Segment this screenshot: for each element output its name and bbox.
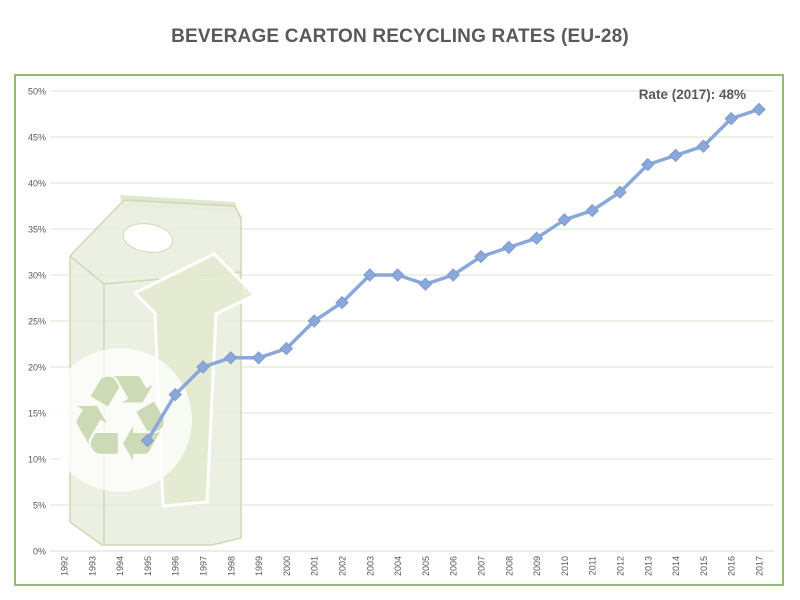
y-tick-label: 35% [28, 225, 46, 235]
x-tick-label: 2001 [310, 556, 320, 576]
recycle-circle [48, 348, 192, 492]
y-tick-label: 0% [33, 547, 46, 557]
carton-handle-hole [122, 223, 174, 253]
data-point-marker [474, 249, 488, 264]
data-point-marker [668, 148, 683, 163]
x-tick-label: 2015 [699, 556, 709, 576]
data-point-marker [529, 231, 544, 245]
data-point-marker [502, 240, 516, 255]
y-tick-label: 5% [33, 501, 46, 511]
y-tick-label: 25% [28, 317, 46, 327]
x-tick-label: 2005 [421, 556, 431, 576]
x-tick-label: 2004 [393, 556, 403, 576]
y-tick-label: 50% [28, 87, 46, 97]
x-tick-label: 1994 [115, 556, 125, 576]
x-tick-label: 2003 [365, 556, 375, 576]
data-point-marker [196, 360, 210, 374]
recycle-icon: ♻ [66, 351, 174, 490]
x-tick-label: 2016 [727, 556, 737, 576]
y-tick-label: 45% [28, 133, 46, 143]
x-tick-label: 2011 [588, 556, 598, 575]
data-point-marker [363, 268, 377, 282]
recycling-rate-chart: 0% 5% 10% 15% 20% 25% 30% 35% 40% 45% 50% 1992 1993 1… [28, 87, 774, 576]
data-point-marker [585, 203, 599, 218]
data-point-marker [224, 351, 238, 365]
x-tick-label: 1993 [87, 556, 97, 576]
x-tick-label: 1999 [254, 556, 264, 576]
x-tick-label: 2017 [755, 556, 765, 576]
x-tick-label: 2014 [671, 556, 681, 576]
x-tick-label: 1998 [226, 556, 236, 576]
x-tick-label: 2000 [282, 556, 292, 576]
y-tick-label: 15% [28, 409, 46, 419]
x-tick-label: 1995 [143, 556, 153, 576]
y-tick-label: 30% [28, 271, 46, 281]
x-tick-label: 1996 [171, 556, 181, 576]
chart-title: BEVERAGE CARTON RECYCLING RATES (EU-28) [171, 26, 629, 47]
data-point-marker [613, 185, 627, 199]
x-tick-label: 2012 [616, 556, 626, 576]
x-tick-label: 1992 [60, 556, 70, 576]
data-point-marker [335, 295, 349, 310]
rate-annotation: Rate (2017): 48% [638, 87, 746, 102]
y-tick-label: 40% [28, 179, 46, 189]
data-point-marker [752, 102, 766, 117]
data-point-marker [168, 387, 182, 402]
x-tick-label: 2007 [477, 556, 487, 576]
chart-frame: 0% 5% 10% 15% 20% 25% 30% 35% 40% 45% 50% 1992 1993 1… [14, 74, 784, 586]
data-point-marker [724, 111, 738, 126]
data-point-marker [641, 157, 655, 172]
x-tick-label: 2008 [504, 556, 514, 576]
data-point-marker [251, 351, 266, 365]
data-point-marker [557, 213, 572, 227]
data-point-marker [140, 433, 155, 448]
x-tick-label: 2006 [449, 556, 459, 576]
data-point-marker [307, 314, 321, 328]
x-tick-label: 1997 [199, 556, 209, 576]
x-tick-label: 2010 [560, 556, 570, 576]
carton-watermark: ♻ [48, 195, 257, 546]
data-point-marker [418, 277, 433, 291]
y-tick-label: 20% [28, 363, 46, 373]
data-point-marker [279, 341, 294, 356]
data-point-marker [696, 139, 711, 153]
x-tick-label: 2013 [643, 556, 653, 576]
x-tick-label: 2009 [532, 556, 542, 576]
y-tick-label: 10% [28, 455, 46, 465]
x-tick-label: 2002 [338, 556, 348, 576]
data-point-marker [390, 268, 405, 282]
data-point-marker [446, 268, 460, 282]
